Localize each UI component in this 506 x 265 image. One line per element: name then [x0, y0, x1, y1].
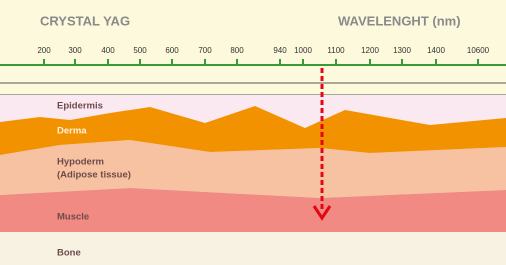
tick-label: 1100 — [327, 46, 345, 55]
tick-label: 1400 — [427, 46, 445, 55]
layer-label: Hypoderm — [57, 157, 104, 168]
tick-label: 700 — [198, 46, 212, 55]
title: CRYSTAL YAG — [40, 13, 130, 28]
tick-label: 800 — [230, 46, 244, 55]
muscle-layer — [0, 188, 506, 232]
tick-label: 300 — [68, 46, 82, 55]
diagram: CRYSTAL YAG WAVELENGHT (nm) 200 300 400 500… — [0, 0, 506, 265]
tick-label: 200 — [37, 46, 51, 55]
layer-sublabel: (Adipose tissue) — [57, 170, 131, 181]
tick-label: 1200 — [361, 46, 379, 55]
layer-label: Epidermis — [57, 101, 103, 112]
tick-label: 1000 — [294, 46, 312, 55]
tick-label: 500 — [133, 46, 147, 55]
layer-label: Derma — [57, 126, 87, 137]
axis-label: WAVELENGHT (nm) — [338, 13, 461, 28]
tick-label: 600 — [165, 46, 179, 55]
tick-label: 400 — [101, 46, 115, 55]
tick-label: 1300 — [393, 46, 411, 55]
tick-label: 940 — [273, 46, 287, 55]
layer-label: Muscle — [57, 212, 89, 223]
layer-label: Bone — [57, 248, 81, 259]
tick-label: 10600 — [467, 46, 490, 55]
